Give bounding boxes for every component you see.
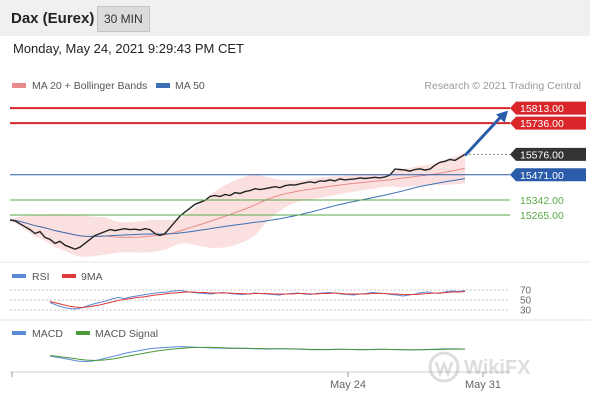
logo-text: WikiFX: [464, 357, 531, 379]
forecast-arrow: [463, 114, 504, 157]
rsi-level-label: 50: [520, 296, 532, 307]
support-level-label: 15265.00: [520, 210, 564, 222]
current-level-label: 15576.00: [520, 149, 564, 161]
macd-signal-line: [49, 346, 465, 361]
ma50-line: [9, 178, 466, 237]
price-panel: [9, 152, 466, 257]
ma50-legend-label: MA 50: [175, 80, 205, 92]
x-axis: May 24 May 31: [11, 372, 501, 391]
resistance-level-label: 15736.00: [520, 118, 564, 130]
resistance-level-tag: [510, 101, 586, 115]
ma50-legend-swatch: [156, 83, 170, 88]
rsi-level-label: 30: [520, 306, 532, 317]
resistance-level-tag: [510, 116, 586, 130]
macd-signal-legend-label: MACD Signal: [95, 328, 158, 340]
resistance-level-label: 15813.00: [520, 103, 564, 115]
copyright-watermark: Research © 2021 Trading Central: [424, 80, 581, 92]
rsi-level-label: 70: [520, 286, 532, 297]
price-line: [9, 153, 466, 250]
header-bar: Dax (Eurex) 30 MIN: [0, 0, 590, 36]
pivot-level-tag: [510, 168, 586, 182]
support-level-label: 15342.00: [520, 195, 564, 207]
pivot-level-label: 15471.00: [520, 170, 564, 182]
rsi-ma-legend-swatch: [62, 274, 76, 278]
wikifx-logo: WikiFX: [428, 351, 531, 383]
macd-legend-swatch: [12, 331, 26, 335]
rsi-legend-label: RSI: [32, 271, 50, 283]
level-lines: 15813.00 15736.00 15576.00 15471.00 15342.00…: [10, 101, 586, 222]
ma20-legend-label: MA 20 + Bollinger Bands: [32, 80, 147, 92]
rsi-ma-legend-label: 9MA: [81, 271, 103, 283]
arrow-head-icon: [496, 110, 508, 123]
x-tick-label: May 24: [330, 379, 366, 391]
macd-legend-label: MACD: [32, 328, 63, 340]
current-level-tag: [510, 147, 586, 161]
rsi-legend-swatch: [12, 274, 26, 278]
logo-mark-icon: [434, 360, 454, 378]
macd-signal-legend-swatch: [76, 331, 90, 335]
ma20-legend-swatch: [12, 83, 26, 88]
rsi-ma-line: [49, 291, 466, 309]
macd-panel: [49, 346, 466, 363]
x-tick-label: May 31: [465, 379, 501, 391]
bollinger-band: [10, 152, 465, 257]
instrument-title: Dax (Eurex): [11, 10, 95, 27]
timeframe-button[interactable]: 30 MIN: [97, 6, 150, 32]
timestamp: Monday, May 24, 2021 9:29:43 PM CET: [13, 41, 244, 56]
